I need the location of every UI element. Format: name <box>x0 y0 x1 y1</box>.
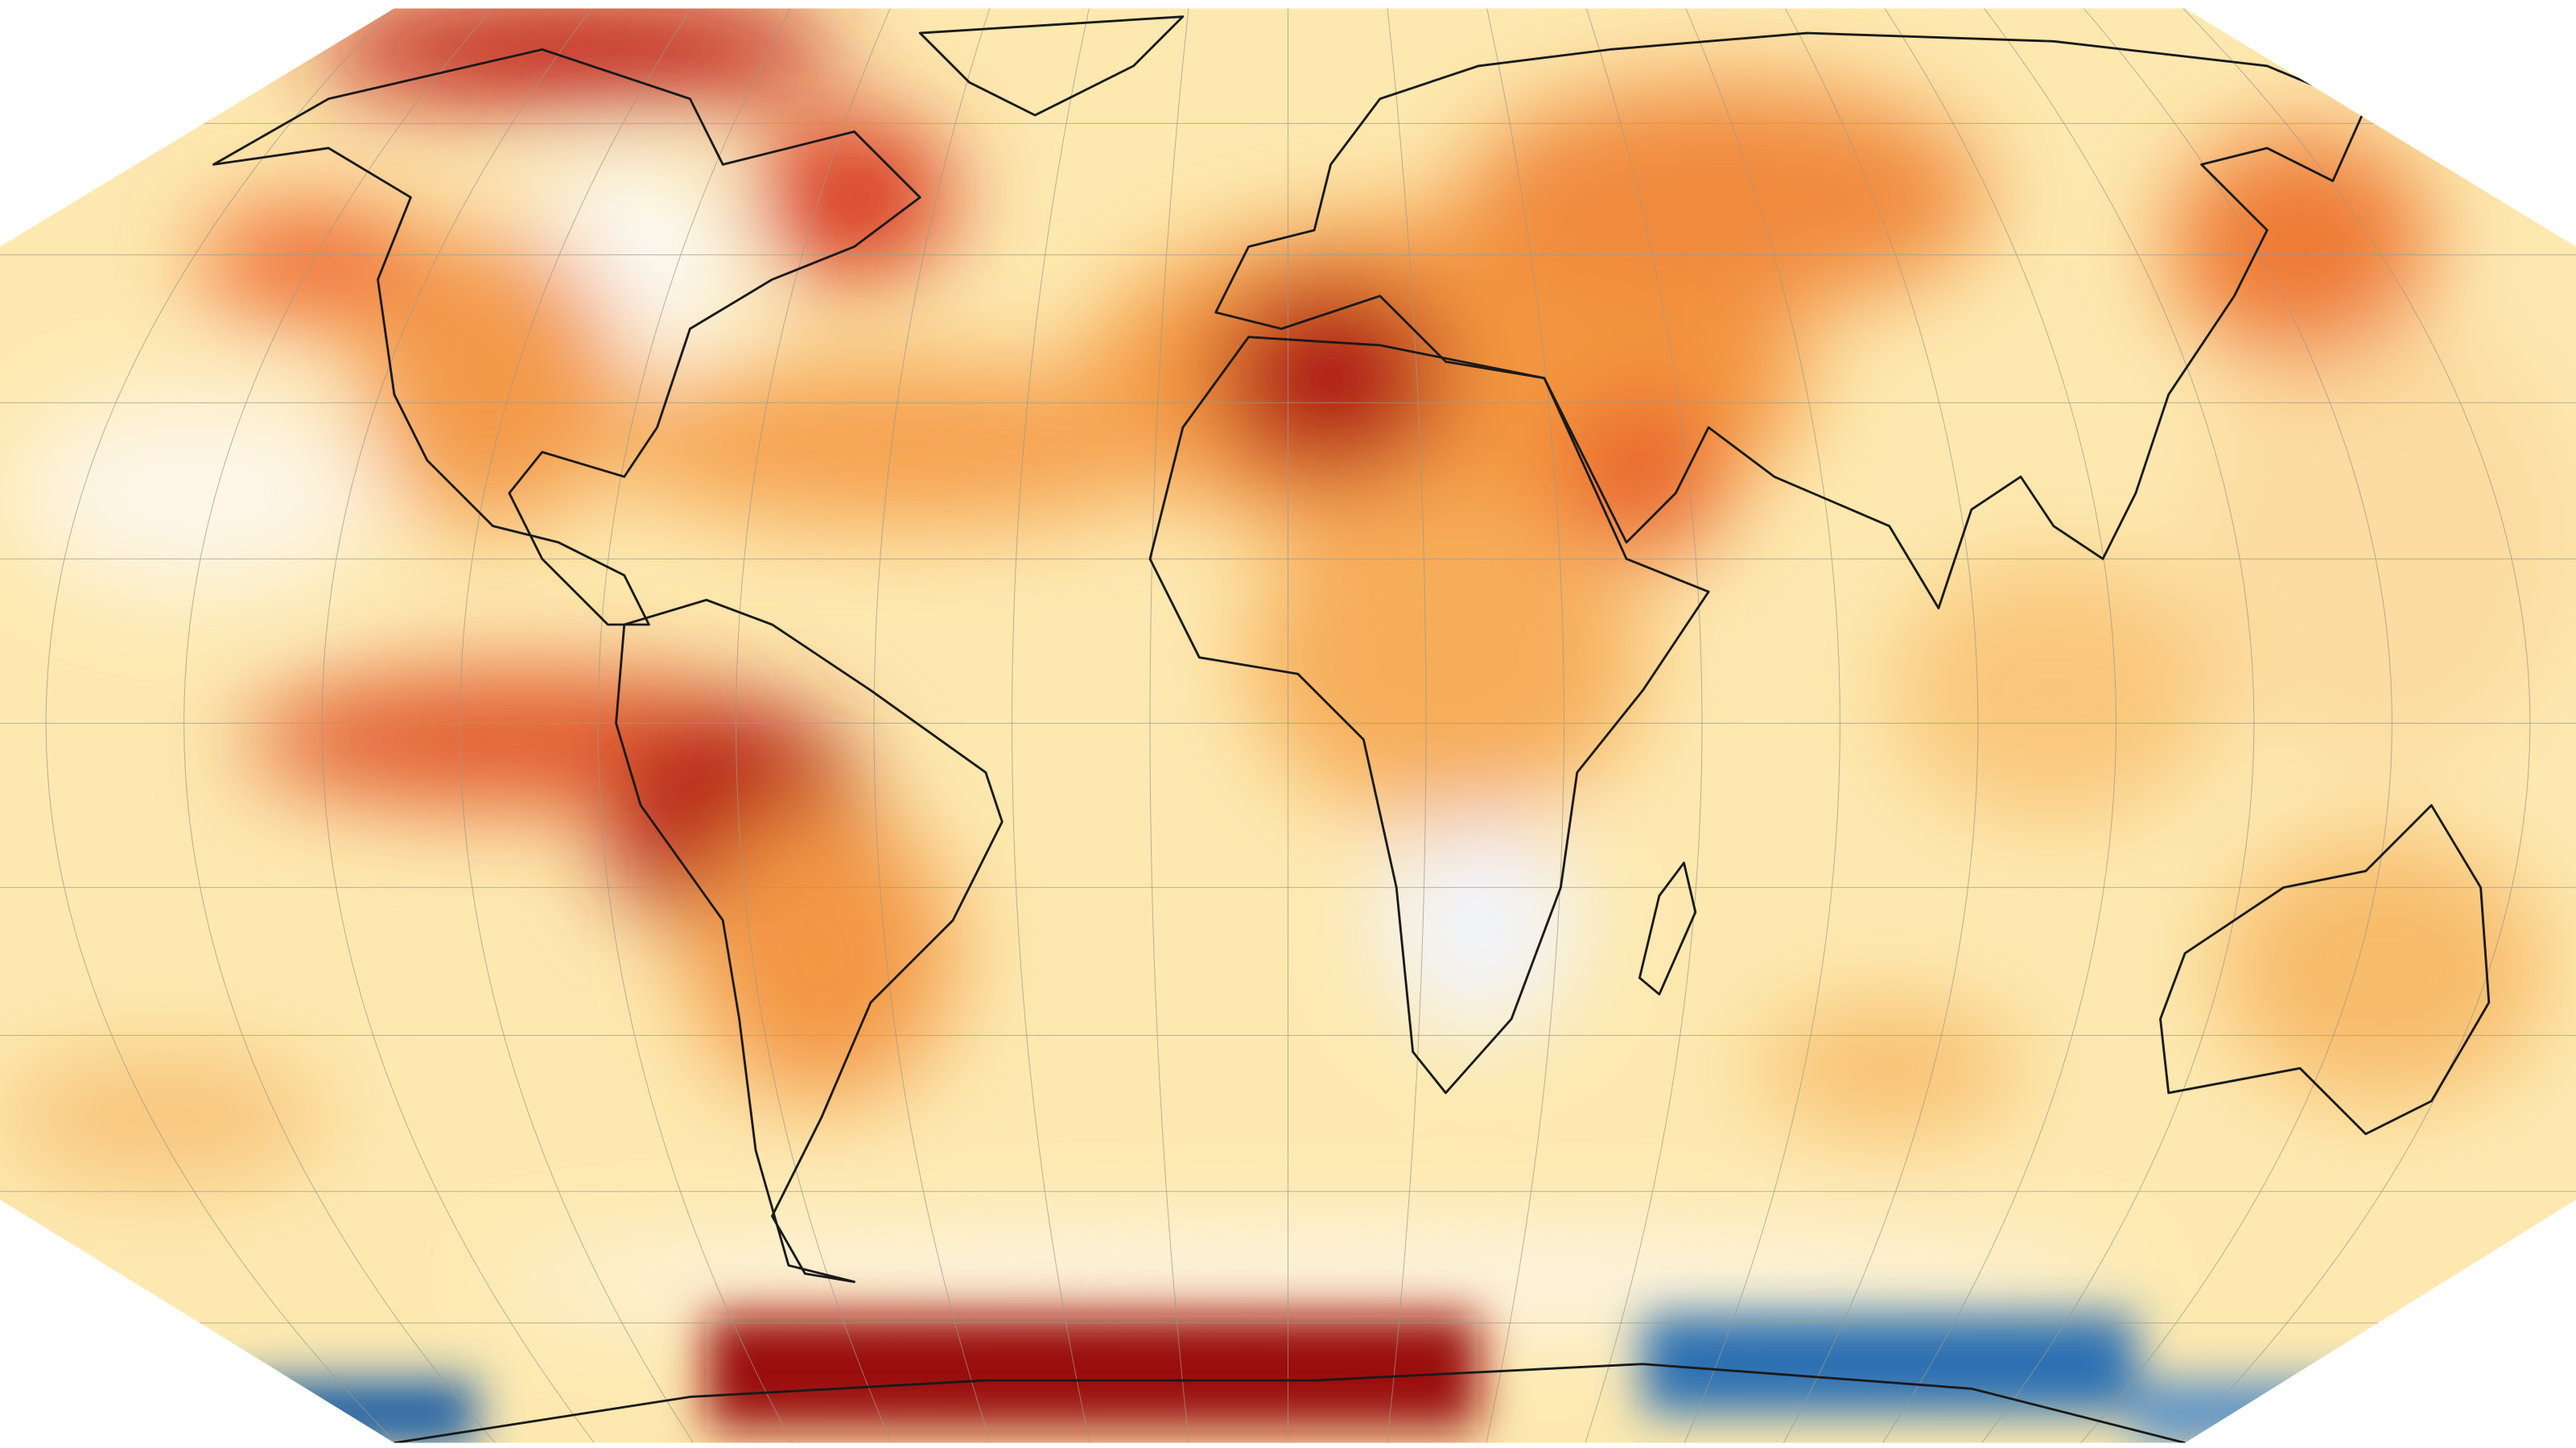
antarctica <box>394 1363 2186 1443</box>
australia <box>2159 804 2491 1136</box>
meridian <box>1484 8 1564 1443</box>
coastlines <box>212 15 2491 1443</box>
north-america <box>212 48 921 626</box>
meridian <box>45 8 402 1443</box>
meridian <box>1681 8 1840 1443</box>
africa <box>1148 336 1710 1095</box>
meridian <box>321 8 599 1443</box>
meridian <box>1149 8 1190 1443</box>
meridian <box>1977 8 2255 1443</box>
meridian <box>873 8 993 1443</box>
meridian <box>736 8 895 1443</box>
meridian <box>2076 8 2393 1443</box>
meridian <box>1583 8 1703 1443</box>
meridian <box>1878 8 2116 1443</box>
south-america <box>615 598 1004 1284</box>
greenland <box>918 15 1185 117</box>
meridian <box>1012 8 1092 1443</box>
meridian <box>183 8 500 1443</box>
meridian <box>1386 8 1427 1443</box>
meridian <box>460 8 698 1443</box>
meridian <box>1780 8 1979 1443</box>
polar-field <box>229 1314 2383 1443</box>
eurasia <box>1214 31 2368 610</box>
meridian <box>597 8 796 1443</box>
madagascar <box>1638 861 1697 996</box>
meridian <box>2174 8 2531 1443</box>
anomaly-field <box>0 8 2576 1331</box>
